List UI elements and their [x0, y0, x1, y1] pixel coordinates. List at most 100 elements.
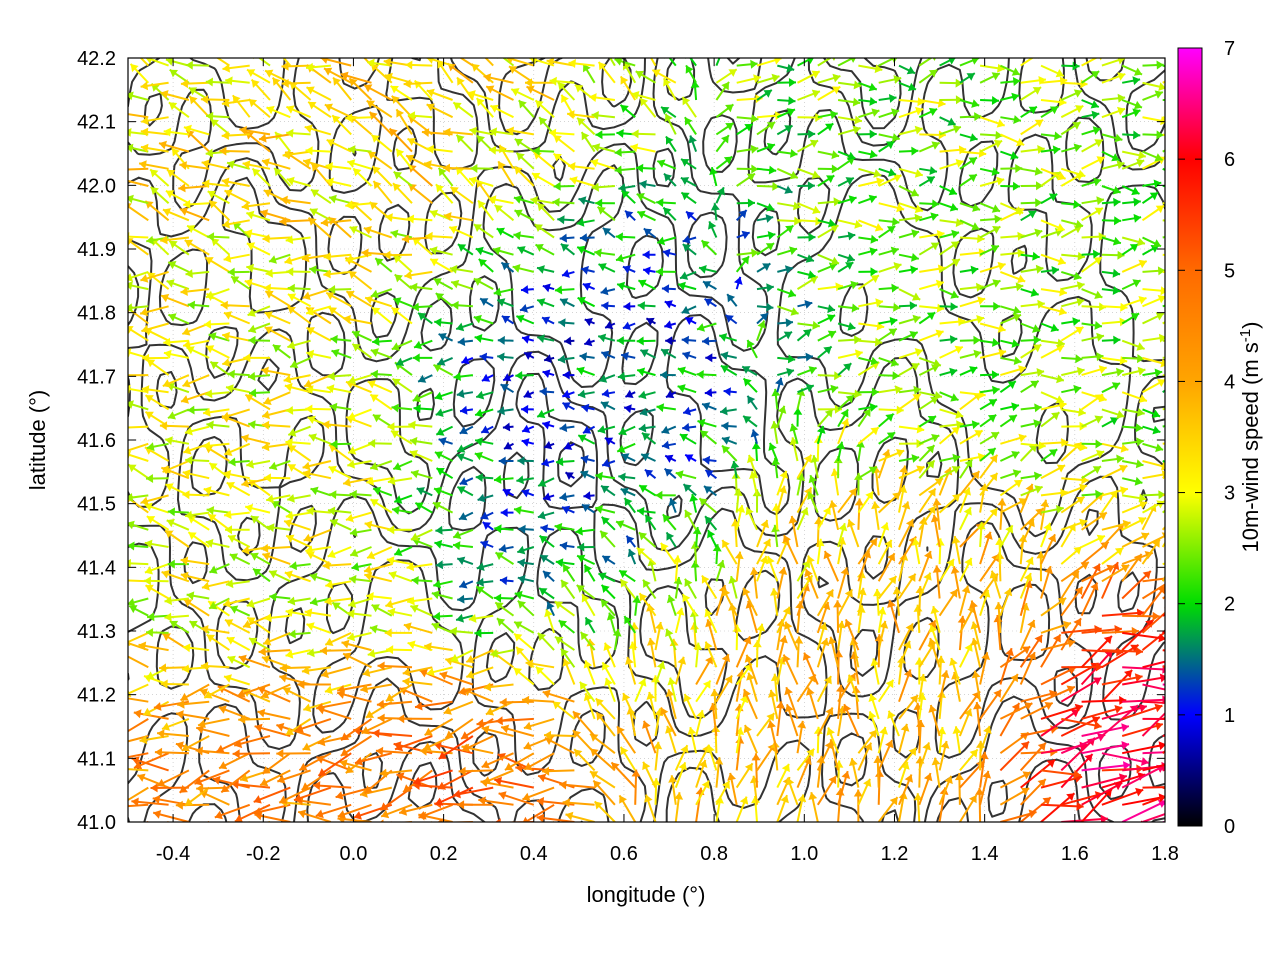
wind-arrow — [913, 793, 923, 822]
wind-arrow — [128, 477, 129, 479]
wind-arrow — [287, 596, 311, 606]
wind-arrow — [468, 176, 494, 187]
wind-arrow — [330, 439, 352, 449]
wind-arrow — [205, 345, 230, 359]
x-tick-label: 0.4 — [520, 843, 548, 865]
wind-arrow — [635, 70, 657, 84]
wind-arrow — [878, 140, 895, 153]
wind-arrow — [518, 99, 535, 118]
wind-arrow — [777, 367, 795, 377]
wind-arrow — [878, 327, 898, 342]
wind-arrow — [618, 794, 637, 822]
wind-arrow — [1101, 268, 1121, 278]
wind-arrow — [493, 287, 514, 297]
wind-arrow — [817, 174, 835, 187]
wind-arrow — [1101, 673, 1143, 686]
wind-arrow — [470, 164, 494, 173]
wind-arrow — [718, 333, 737, 342]
wind-arrow — [722, 588, 738, 617]
wind-arrow — [536, 408, 555, 419]
wind-arrow — [707, 529, 718, 548]
wind-arrow — [180, 571, 210, 583]
wind-arrow — [391, 505, 413, 515]
wind-arrow — [268, 570, 291, 583]
wind-arrow — [1121, 721, 1164, 737]
wind-arrow — [932, 565, 942, 599]
wind-arrow — [858, 403, 878, 412]
wind-arrow — [387, 476, 413, 486]
wind-arrow — [1142, 700, 1165, 704]
wind-arrow — [238, 715, 271, 724]
wind-arrow — [1122, 631, 1165, 643]
wind-arrow — [306, 86, 332, 101]
wind-arrow — [572, 710, 596, 737]
wind-arrow — [1101, 646, 1144, 656]
wind-arrow — [630, 143, 656, 153]
wind-arrow — [616, 336, 636, 346]
wind-arrow — [898, 465, 925, 480]
wind-arrow — [931, 757, 941, 788]
wind-arrow — [683, 693, 698, 720]
colorbar-tick-label: 2 — [1224, 594, 1235, 616]
wind-arrow — [342, 652, 372, 669]
wind-arrow — [347, 609, 372, 619]
wind-arrow — [1080, 582, 1099, 617]
wind-arrow — [521, 489, 535, 498]
wind-arrow — [622, 321, 636, 330]
wind-arrow — [206, 111, 230, 121]
wind-arrow — [846, 519, 860, 548]
wind-arrow — [521, 438, 535, 447]
wind-arrow — [741, 365, 758, 376]
wind-arrow — [979, 651, 991, 685]
wind-arrow — [1020, 86, 1042, 101]
colorbar-label-end: ) — [1238, 322, 1263, 329]
wind-arrow — [304, 124, 332, 136]
wind-arrow — [1020, 228, 1043, 239]
wind-arrow — [222, 597, 250, 608]
wind-arrow — [146, 442, 169, 452]
wind-arrow — [328, 465, 352, 480]
wind-arrow — [496, 227, 514, 239]
wind-arrow — [128, 597, 149, 607]
wind-arrow — [817, 262, 838, 273]
wind-arrow — [1100, 561, 1120, 599]
wind-arrow — [1061, 251, 1085, 261]
wind-arrow — [898, 362, 920, 376]
wind-arrow — [504, 752, 535, 771]
wind-arrow — [878, 94, 897, 103]
wind-arrow — [497, 160, 515, 187]
wind-arrow — [374, 257, 393, 273]
wind-arrow — [351, 330, 372, 342]
wind-arrow — [456, 486, 474, 497]
x-tick-label: 1.8 — [1151, 843, 1179, 865]
wind-arrow — [410, 469, 433, 480]
wind-arrow — [442, 163, 473, 173]
wind-arrow — [178, 183, 210, 193]
wind-arrow — [620, 487, 636, 497]
wind-arrow — [227, 655, 251, 669]
wind-arrow — [261, 366, 291, 377]
wind-arrow — [229, 605, 251, 617]
wind-arrow — [434, 539, 453, 549]
wind-arrow — [328, 285, 352, 294]
wind-arrow — [337, 803, 372, 819]
wind-arrow — [1122, 408, 1145, 417]
wind-arrow — [239, 126, 271, 136]
wind-arrow — [1081, 450, 1105, 462]
wind-arrow — [129, 63, 150, 84]
wind-arrow — [663, 467, 677, 479]
wind-arrow — [307, 101, 332, 119]
wind-arrow — [187, 531, 210, 548]
wind-arrow — [858, 298, 884, 308]
wind-arrow — [1080, 563, 1101, 599]
y-axis-label: latitude (°) — [25, 390, 50, 491]
wind-arrow — [1142, 490, 1165, 500]
wind-arrow — [324, 103, 352, 119]
wind-arrow — [395, 148, 413, 170]
wind-arrow — [221, 408, 250, 421]
wind-arrow — [481, 725, 514, 737]
wind-arrow — [999, 587, 1013, 617]
wind-arrow — [489, 127, 514, 137]
wind-arrow — [502, 488, 514, 497]
